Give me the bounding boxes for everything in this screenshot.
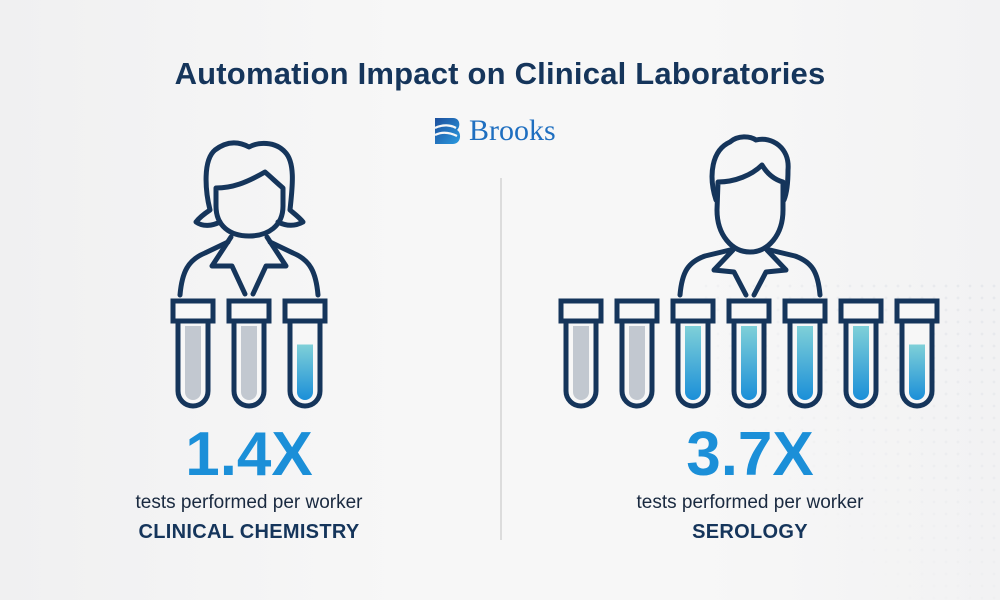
test-tube-automated	[282, 298, 328, 409]
tube-cap	[170, 298, 216, 324]
male-worker-icon	[677, 134, 823, 298]
tube-cap	[726, 298, 772, 324]
tube-cap	[894, 298, 940, 324]
test-tube-automated	[726, 298, 772, 409]
test-tubes	[170, 298, 940, 409]
tube-liquid	[629, 326, 645, 400]
tube-liquid	[185, 326, 201, 400]
female-worker-icon	[177, 140, 321, 298]
test-tube-baseline	[226, 298, 272, 409]
tube-liquid	[741, 326, 757, 400]
test-tube-automated	[782, 298, 828, 409]
multiplier-value: 1.4X	[185, 420, 313, 489]
test-tube-automated	[838, 298, 884, 409]
tube-liquid	[241, 326, 257, 400]
tube-liquid	[853, 326, 869, 400]
stat-description: tests performed per worker	[135, 492, 363, 513]
panel-divider	[500, 178, 502, 540]
multiplier-value: 3.7X	[686, 420, 814, 489]
tube-cap	[838, 298, 884, 324]
stat-category: CLINICAL CHEMISTRY	[138, 521, 360, 543]
test-tube-automated	[670, 298, 716, 409]
stat-description: tests performed per worker	[636, 492, 864, 513]
tube-liquid	[909, 344, 925, 400]
brooks-logo: Brooks	[433, 114, 556, 148]
tube-liquid	[797, 326, 813, 400]
brooks-logo-text: Brooks	[469, 114, 556, 147]
test-tube-automated	[894, 298, 940, 409]
tube-liquid	[297, 344, 313, 400]
stat-category: SEROLOGY	[692, 521, 808, 543]
brooks-logo-icon	[434, 118, 461, 144]
test-tube-baseline	[558, 298, 604, 409]
tube-cap	[614, 298, 660, 324]
page-title: Automation Impact on Clinical Laboratori…	[174, 56, 826, 91]
tube-cap	[282, 298, 328, 324]
tube-cap	[558, 298, 604, 324]
tube-cap	[782, 298, 828, 324]
tube-liquid	[685, 326, 701, 400]
tube-cap	[670, 298, 716, 324]
test-tube-baseline	[614, 298, 660, 409]
tube-cap	[226, 298, 272, 324]
tube-liquid	[573, 326, 589, 400]
test-tube-baseline	[170, 298, 216, 409]
